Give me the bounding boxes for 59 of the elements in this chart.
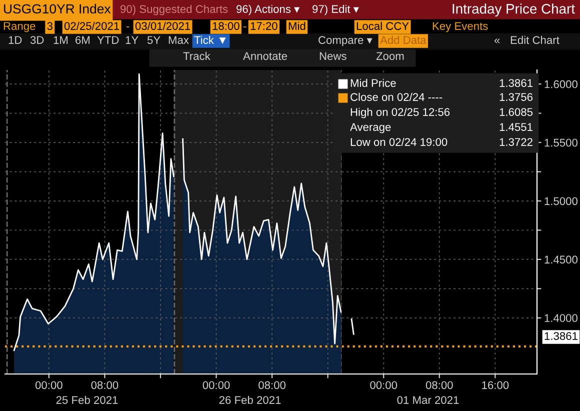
text: 6M bbox=[76, 36, 90, 44]
text: 1D bbox=[8, 36, 22, 44]
text: 5Y bbox=[147, 36, 160, 44]
text: Compare ▾ bbox=[318, 36, 372, 46]
text: 18:00 bbox=[212, 22, 240, 30]
text: Local CCY bbox=[356, 22, 409, 30]
text: Intraday Price Chart bbox=[452, 4, 575, 16]
annotation: Low on 02/24 19:00 bbox=[350, 138, 448, 146]
annotation: 1.3722 bbox=[500, 138, 532, 146]
x-tick-label: 00:00 bbox=[370, 381, 398, 390]
text: 26 Feb 2021 bbox=[219, 396, 281, 404]
text: 25 Feb 2021 bbox=[56, 396, 118, 404]
text: 03/01/2021 bbox=[135, 22, 190, 30]
text: 17:20 bbox=[250, 22, 278, 30]
text: News bbox=[320, 52, 346, 60]
annotation: Average bbox=[350, 123, 391, 134]
text: YTD bbox=[97, 36, 119, 44]
text: 1Y bbox=[126, 36, 138, 44]
x-tick-label: 08:00 bbox=[91, 381, 118, 390]
text: 1.3861 bbox=[544, 332, 578, 340]
text: Mid bbox=[288, 22, 306, 30]
text: 90) Suggested Charts bbox=[120, 4, 228, 16]
text: 3 bbox=[47, 22, 53, 30]
text: 96) Actions ▾ bbox=[236, 4, 300, 16]
annotation: 1.3861 bbox=[500, 79, 532, 87]
y-tick-label: 1.5500 bbox=[544, 138, 578, 147]
text: 01 Mar 2021 bbox=[397, 396, 459, 404]
annotation: Mid Price bbox=[350, 78, 396, 87]
text: Zoom bbox=[376, 52, 404, 60]
text: Range bbox=[4, 22, 36, 32]
text: 97) Edit ▾ bbox=[312, 4, 359, 16]
y-tick-label: 1.4500 bbox=[544, 256, 578, 264]
x-tick-label: 08:00 bbox=[258, 381, 286, 390]
text: - bbox=[126, 26, 130, 28]
chart-title: USGG10YR Index bbox=[4, 4, 111, 14]
text: Annotate bbox=[243, 52, 287, 60]
text: - bbox=[243, 26, 246, 28]
x-tick-label: 00:00 bbox=[202, 381, 230, 390]
text: « bbox=[494, 38, 500, 44]
annotation: Close on 02/24 ---- bbox=[350, 92, 442, 101]
text: Key Events bbox=[432, 22, 488, 32]
y-tick-label: 1.6000 bbox=[544, 80, 578, 88]
y-tick-label: 1.4000 bbox=[544, 314, 578, 322]
annotation: 1.4551 bbox=[500, 123, 532, 131]
text: 1M bbox=[54, 36, 68, 44]
text: Edit Chart bbox=[510, 36, 560, 44]
x-tick-label: 08:00 bbox=[426, 381, 453, 390]
text: Add Data bbox=[380, 36, 426, 44]
text: 3D bbox=[30, 36, 44, 44]
text: Track bbox=[183, 52, 210, 60]
x-tick-label: 16:00 bbox=[482, 381, 509, 390]
annotation: High on 02/25 12:56 bbox=[350, 108, 450, 118]
annotation: 1.6085 bbox=[500, 108, 533, 116]
annotation: 1.3756 bbox=[500, 93, 533, 101]
y-tick-label: 1.5000 bbox=[544, 197, 578, 206]
text: Tick ▼ bbox=[194, 36, 226, 44]
text: Max bbox=[168, 36, 189, 44]
x-tick-label: 00:00 bbox=[35, 381, 62, 390]
text: 02/25/2021 bbox=[64, 22, 120, 30]
